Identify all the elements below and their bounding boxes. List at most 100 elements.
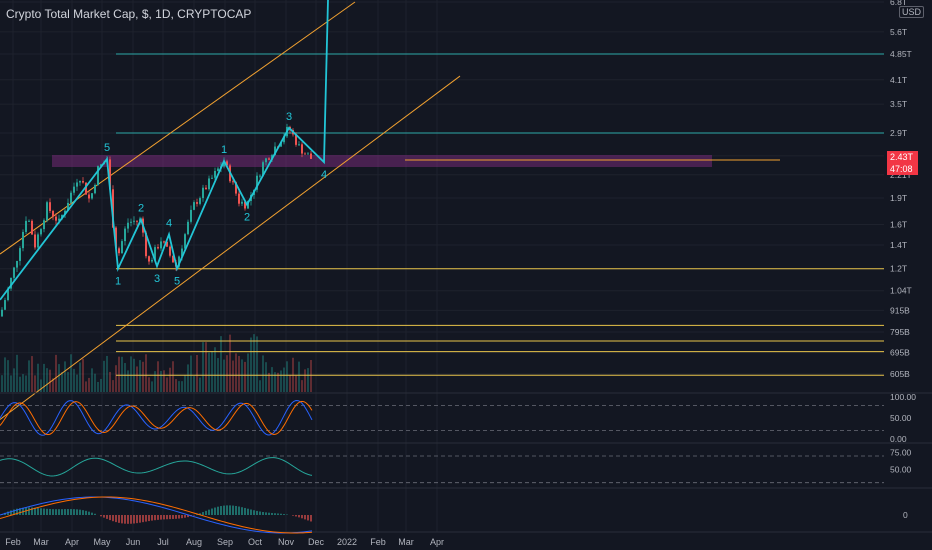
candle-body [70, 192, 72, 203]
volume-bar [271, 367, 273, 392]
macd-histogram-bar [280, 513, 282, 515]
candle-body [85, 182, 87, 195]
candle-body [118, 248, 120, 254]
volume-bar [232, 360, 234, 392]
candle-body [97, 166, 99, 185]
macd-histogram-bar [43, 508, 45, 515]
candle-body [127, 222, 129, 229]
macd-histogram-bar [94, 513, 96, 515]
volume-bar [10, 375, 12, 392]
candle-body [166, 241, 168, 247]
resistance-zone [52, 155, 712, 167]
volume-bar [202, 342, 204, 392]
price-tick-label: 5.6T [890, 27, 907, 37]
volume-bar [58, 364, 60, 392]
time-tick-label: Dec [308, 537, 325, 547]
volume-bar [253, 334, 255, 392]
macd-histogram-bar [136, 515, 138, 524]
wave-label: 5 [174, 276, 180, 288]
rsi-tick-label: 75.00 [890, 448, 912, 458]
time-tick-label: Sep [217, 537, 233, 547]
price-tick-label: 795B [890, 327, 910, 337]
macd-tick-label: 0 [903, 510, 908, 520]
macd-histogram-bar [304, 515, 306, 520]
volume-bar [16, 354, 18, 392]
candle-body [88, 194, 90, 199]
volume-bar [166, 377, 168, 392]
macd-histogram-bar [310, 515, 312, 522]
macd-histogram-bar [142, 515, 144, 523]
macd-histogram-bar [301, 515, 303, 519]
candle-body [43, 220, 45, 230]
candle-body [274, 146, 276, 156]
volume-bar [142, 361, 144, 392]
volume-bar [52, 378, 54, 392]
chart-title: Crypto Total Market Cap, $, 1D, CRYPTOCA… [6, 7, 252, 21]
time-tick-label: Mar [33, 537, 49, 547]
bar-countdown: 47:08 [890, 164, 913, 174]
macd-histogram-bar [127, 515, 129, 524]
macd-histogram-bar [139, 515, 141, 523]
wave-label: 3 [286, 111, 292, 123]
volume-bar [121, 356, 123, 392]
macd-histogram-bar [226, 505, 228, 515]
time-tick-label: Jul [157, 537, 169, 547]
volume-bar [298, 361, 300, 392]
candle-body [133, 220, 135, 222]
volume-bar [226, 355, 228, 392]
volume-bar [193, 376, 195, 392]
time-tick-label: May [93, 537, 111, 547]
macd-histogram-bar [259, 511, 261, 515]
stoch-tick-label: 50.00 [890, 413, 912, 423]
volume-bar [19, 376, 21, 392]
candle-body [160, 241, 162, 249]
volume-bar [103, 360, 105, 392]
candle-body [109, 159, 111, 190]
candle-body [298, 144, 300, 146]
last-price: 2.43T [890, 152, 914, 162]
macd-histogram-bar [220, 506, 222, 515]
candle-body [25, 220, 27, 232]
candle-body [256, 175, 258, 190]
volume-bar [127, 370, 129, 392]
volume-bar [199, 377, 201, 392]
macd-histogram-bar [88, 511, 90, 515]
volume-bar [82, 358, 84, 392]
candle-body [145, 232, 147, 257]
macd-histogram-bar [103, 515, 105, 518]
candle-body [259, 175, 261, 177]
volume-bar [175, 379, 177, 392]
macd-histogram-bar [172, 515, 174, 519]
volume-bar [277, 372, 279, 392]
volume-bar [112, 380, 114, 392]
price-tick-label: 4.1T [890, 75, 907, 85]
volume-bar [211, 351, 213, 392]
volume-bar [79, 362, 81, 392]
currency-badge[interactable]: USD [899, 6, 925, 18]
volume-bar [97, 381, 99, 392]
candle-body [121, 241, 123, 254]
candle-body [208, 178, 210, 190]
candle-body [181, 248, 183, 257]
volume-bar [250, 337, 252, 392]
macd-histogram-bar [61, 509, 63, 515]
volume-bar [307, 368, 309, 392]
trendlines [0, 1, 461, 420]
macd-histogram-bar [223, 505, 225, 515]
macd-histogram-bar [16, 508, 18, 515]
candle-body [232, 181, 234, 183]
candle-body [244, 201, 246, 209]
horizontal-levels [116, 53, 884, 376]
macd-histogram-bar [76, 509, 78, 515]
candle-body [307, 153, 309, 155]
volume-bar [76, 374, 78, 392]
wave-label: 2 [138, 203, 144, 215]
volume-bar [151, 381, 153, 392]
macd-histogram-bar [271, 512, 273, 515]
time-tick-label: Jun [126, 537, 141, 547]
volume-bar [310, 359, 312, 392]
candle-body [184, 234, 186, 249]
macd-histogram-bar [154, 515, 156, 521]
macd-histogram-bar [265, 512, 267, 515]
